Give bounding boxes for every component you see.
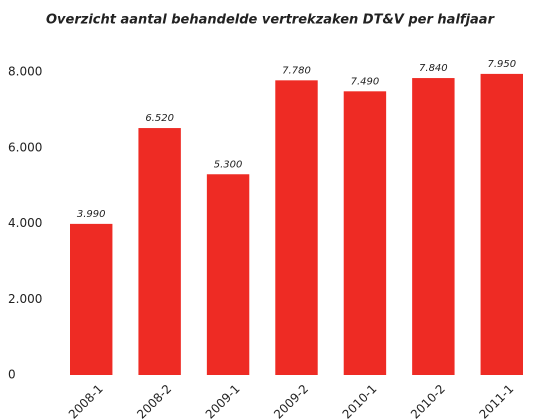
value-label: 7.950: [487, 59, 516, 70]
bar: [138, 128, 181, 375]
bar: [480, 73, 523, 376]
bar: [70, 223, 113, 375]
value-label: 7.780: [282, 65, 311, 76]
value-label: 7.840: [419, 63, 448, 74]
value-label: 6.520: [145, 113, 174, 124]
x-tick-label: 2008-2: [134, 382, 174, 419]
y-tick-label: 8.000: [8, 65, 42, 79]
value-label: 3.990: [77, 209, 106, 220]
bar: [412, 78, 455, 375]
chart-title: Overzicht aantal behandelde vertrekzaken…: [46, 13, 496, 28]
x-tick-label: 2008-1: [66, 382, 106, 419]
y-tick-label: 0: [8, 368, 16, 382]
y-tick-label: 2.000: [8, 292, 42, 306]
x-tick-label: 2009-1: [203, 382, 243, 419]
x-tick-label: 2010-2: [408, 382, 448, 419]
y-tick-label: 4.000: [8, 216, 42, 230]
y-tick-label: 6.000: [8, 140, 42, 154]
value-label: 5.300: [214, 159, 243, 170]
x-tick-label: 2010-1: [340, 382, 380, 419]
bar: [275, 80, 318, 376]
value-label: 7.490: [351, 76, 380, 87]
bar: [343, 91, 387, 375]
x-tick-label: 2009-2: [271, 382, 311, 419]
bar: [206, 174, 250, 375]
x-tick-label: 2011-1: [476, 382, 516, 419]
